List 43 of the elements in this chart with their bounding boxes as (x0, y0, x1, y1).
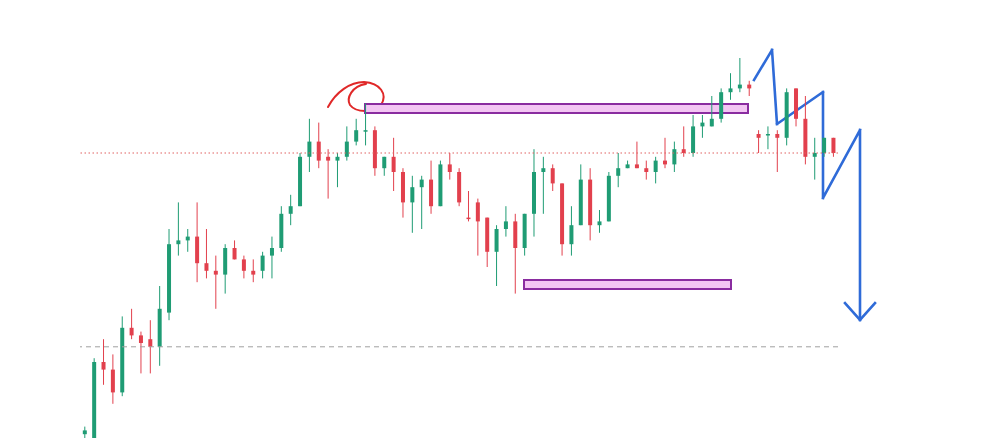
candlestick (335, 152, 340, 188)
candlestick (176, 201, 181, 257)
candlestick (634, 141, 639, 169)
candlestick (148, 319, 153, 374)
candlestick (213, 255, 218, 310)
candlestick (503, 205, 508, 238)
candlestick (316, 122, 321, 169)
candlestick (616, 152, 621, 188)
candlestick (681, 125, 686, 158)
candlestick (419, 175, 424, 230)
candlestick (129, 308, 134, 340)
candlestick (597, 209, 602, 234)
candlestick (204, 228, 209, 279)
candlestick (326, 148, 331, 200)
candlestick (447, 152, 452, 181)
candlestick (363, 103, 368, 146)
candlestick (541, 156, 546, 215)
candlestick (354, 118, 359, 146)
candlestick (410, 175, 415, 234)
candlestick (101, 338, 106, 386)
candlestick (475, 198, 480, 257)
candlestick (709, 95, 714, 127)
candlestick (269, 236, 274, 279)
candlestick (260, 251, 265, 279)
candlestick (110, 353, 115, 405)
candlestick (756, 129, 761, 154)
candlestick (344, 125, 349, 162)
candlestick (672, 141, 677, 173)
candlestick (653, 156, 658, 184)
candlestick (241, 255, 246, 279)
candlestick (644, 160, 649, 181)
candlestick (550, 163, 555, 192)
candlestick (494, 224, 499, 287)
candlestick (765, 125, 770, 150)
candlestick (728, 72, 733, 101)
candlestick (569, 205, 574, 257)
candlestick (812, 137, 817, 181)
candlestick (288, 194, 293, 226)
candlestick (307, 118, 312, 173)
candlestick (391, 137, 396, 192)
candlestick (138, 331, 143, 374)
candlestick (775, 129, 780, 173)
candlestick (251, 258, 256, 283)
